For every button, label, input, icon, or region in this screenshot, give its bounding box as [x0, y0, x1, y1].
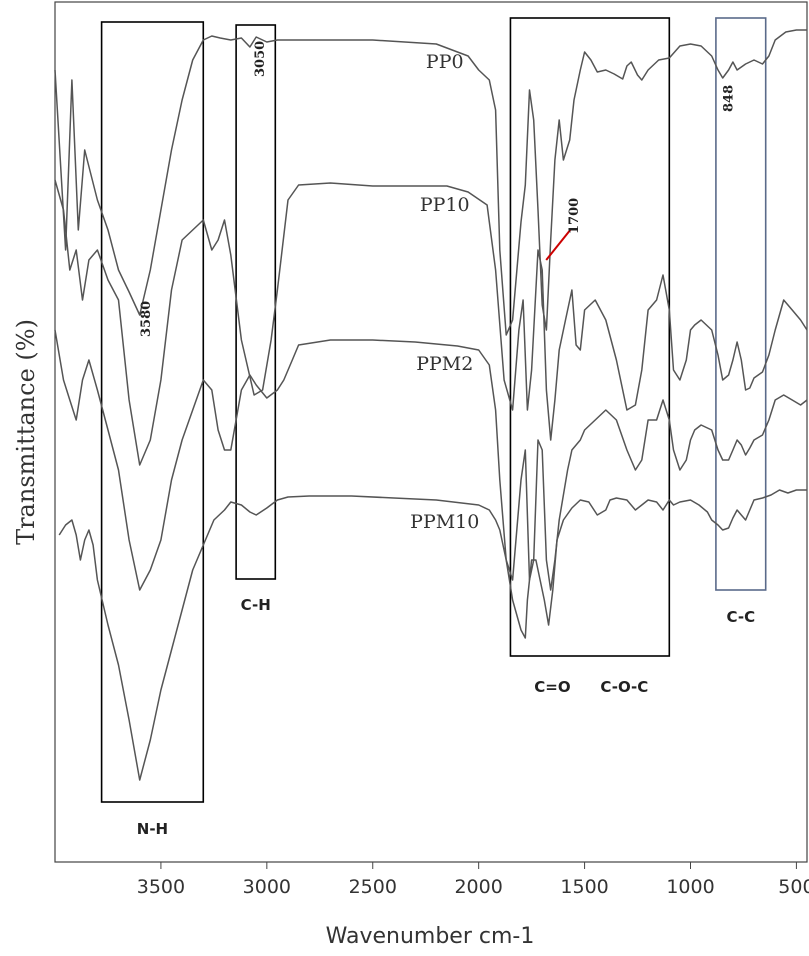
- region-boxes: N-H C-H C=O C-O-C C-C: [100, 17, 767, 838]
- peak-annotations: 3580 3050 1700 848: [139, 41, 737, 337]
- peak-leader-line: [545, 229, 571, 261]
- series-line-pp0: [54, 29, 807, 336]
- region-label: C-C: [727, 608, 756, 626]
- x-tick-label: 500: [778, 876, 809, 898]
- x-tick-label: 2500: [349, 876, 397, 898]
- peak-label: 3050: [253, 41, 268, 77]
- region-label: C-H: [241, 596, 271, 614]
- x-tick-label: 3000: [243, 876, 291, 898]
- x-axis-ticks: 3500 3000 2500 2000 1500 1000 500: [137, 862, 809, 898]
- region-label: N-H: [137, 820, 168, 838]
- region-label-secondary: C-O-C: [600, 678, 648, 696]
- series-line-ppm10: [58, 489, 807, 781]
- series-line-ppm2: [54, 329, 808, 591]
- peak-label: 1700: [567, 198, 582, 234]
- region-box-c-h: [235, 24, 277, 580]
- peak-label: 848: [722, 85, 737, 112]
- series-line-pp10: [54, 179, 808, 466]
- x-tick-label: 2000: [454, 876, 502, 898]
- x-tick-label: 1000: [666, 876, 714, 898]
- series-labels: PP0 PP10 PPM2 PPM10: [410, 51, 479, 533]
- series-label-pp0: PP0: [426, 51, 464, 73]
- region-box-n-h: [100, 21, 205, 803]
- region-label: C=O: [534, 678, 570, 696]
- series-label-ppm2: PPM2: [416, 353, 473, 375]
- series-label-pp10: PP10: [420, 194, 470, 216]
- x-tick-label: 3500: [137, 876, 185, 898]
- series-lines: [54, 29, 808, 781]
- series-label-ppm10: PPM10: [410, 511, 479, 533]
- x-tick-label: 1500: [560, 876, 608, 898]
- y-axis-label: Transmittance (%): [12, 319, 40, 545]
- x-axis-label: Wavenumber cm-1: [326, 924, 535, 949]
- region-box-c=o: [509, 17, 671, 657]
- region-box-c-c: [715, 17, 767, 591]
- plot-frame: [54, 1, 808, 863]
- peak-label: 3580: [139, 301, 154, 337]
